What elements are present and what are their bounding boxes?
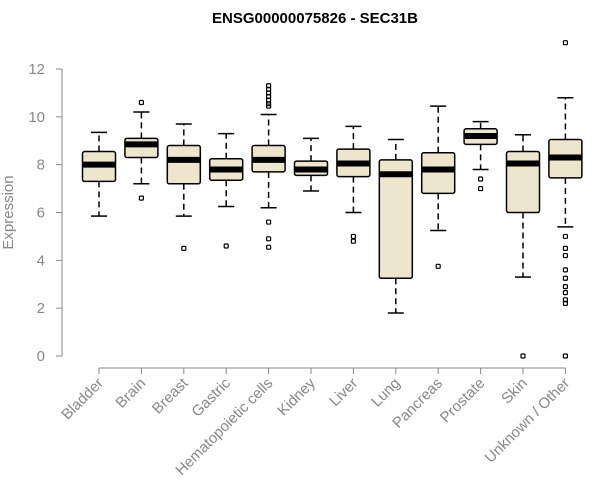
box-skin — [505, 134, 541, 359]
outlier-point — [562, 284, 569, 290]
x-tick-label: Brain — [112, 375, 149, 412]
outlier-point — [562, 233, 569, 240]
iqr-box — [420, 151, 456, 195]
box-lung — [378, 138, 414, 314]
y-tick-label: 0 — [37, 348, 45, 365]
iqr-box — [505, 150, 541, 214]
boxes-group — [81, 40, 583, 359]
outlier-point — [435, 263, 441, 269]
outlier-point — [562, 245, 569, 251]
x-tick-label: Bladder — [58, 375, 107, 424]
y-axis-label: Expression — [0, 175, 17, 249]
iqr-box — [166, 144, 202, 185]
box-gastric — [208, 132, 244, 249]
outlier-point — [520, 353, 526, 359]
outlier-point — [266, 236, 272, 242]
outlier-point — [350, 238, 356, 244]
x-tick-label: Kidney — [274, 374, 319, 419]
outlier-point — [478, 185, 484, 192]
outlier-point — [266, 103, 272, 109]
chart-title: ENSG00000075826 - SEC31B — [212, 10, 418, 27]
y-tick-label: 2 — [37, 300, 45, 317]
y-tick-label: 8 — [37, 157, 45, 174]
y-tick-label: 12 — [28, 61, 45, 78]
box-prostate — [463, 120, 498, 192]
box-kidney — [293, 137, 329, 192]
box-unknown-other — [548, 40, 583, 359]
outlier-point — [562, 252, 569, 259]
box-breast — [166, 123, 202, 251]
outlier-point — [266, 244, 272, 250]
x-tick-label: Liver — [326, 375, 361, 410]
y-tick-label: 4 — [37, 252, 45, 269]
outlier-point — [138, 195, 144, 201]
box-hematopoietic-cells — [251, 83, 286, 250]
x-tick-label: Prostate — [437, 375, 489, 427]
box-pancreas — [420, 105, 456, 269]
x-tick-label: Breast — [149, 374, 192, 417]
outlier-point — [350, 233, 356, 240]
outlier-point — [562, 290, 569, 296]
outlier-point — [181, 245, 187, 251]
outlier-point — [562, 300, 569, 306]
outlier-point — [266, 101, 272, 107]
outlier-point — [562, 267, 569, 273]
outlier-point — [478, 176, 484, 182]
outlier-point — [266, 219, 272, 225]
iqr-box — [378, 159, 414, 280]
y-tick-label: 10 — [28, 109, 45, 126]
y-tick-label: 6 — [37, 205, 45, 222]
box-liver — [336, 125, 371, 244]
y-axis: 0 2 4 6 8 10 12 — [28, 61, 63, 365]
x-tick-label: Skin — [498, 375, 531, 408]
outlier-point — [562, 40, 569, 46]
box-brain — [124, 99, 159, 201]
x-tick-label: Lung — [368, 375, 404, 411]
outlier-point — [562, 353, 569, 359]
iqr-box — [124, 137, 159, 159]
outlier-point — [138, 99, 144, 106]
box-bladder — [81, 131, 117, 217]
outlier-point — [562, 275, 569, 281]
outlier-point — [223, 243, 229, 249]
